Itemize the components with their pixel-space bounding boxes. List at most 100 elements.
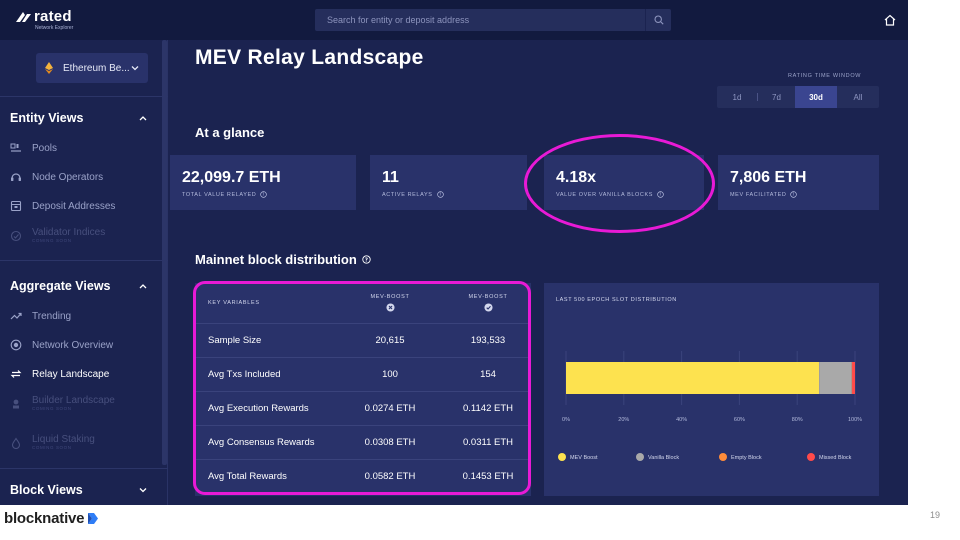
header-key-variables: KEY VARIABLES — [208, 300, 260, 306]
sidebar-item-deposit-addresses[interactable]: Deposit Addresses — [10, 197, 160, 215]
table-cell: Avg Consensus Rewards — [208, 437, 315, 448]
stat-label-text: ACTIVE RELAYS — [382, 191, 433, 198]
sidebar-item-node-operators[interactable]: Node Operators — [10, 168, 160, 186]
logo-name: rated — [34, 8, 72, 25]
slot-distribution-chart: 0% 20% 40% 60% 80% 100% MEV Boost Vanilla Block… — [558, 351, 862, 461]
stat-label-text: MEV FACILITATED — [730, 191, 787, 198]
sidebar-section-aggregate-views[interactable]: Aggregate Views — [10, 276, 150, 296]
table-cell: 193,533 — [470, 335, 506, 346]
x-tick-label: 20% — [618, 417, 629, 423]
table-cell: 0.1142 ETH — [463, 403, 513, 414]
rating-option-divider — [757, 93, 758, 101]
table-cell: 0.0274 ETH — [364, 403, 416, 414]
sidebar-section-entity-views[interactable]: Entity Views — [10, 108, 150, 128]
sidebar-item-label: Deposit Addresses — [32, 200, 116, 212]
logo-subtitle: Network Explorer — [35, 25, 74, 31]
sidebar-item-label: Validator Indices — [32, 227, 106, 239]
stat-value: 11 — [382, 169, 399, 186]
chevron-up-icon — [139, 116, 147, 121]
legend-label: Missed Block — [819, 455, 852, 461]
stat-label: TOTAL VALUE RELAYED ? — [182, 191, 268, 198]
highlight-rectangle-annotation — [193, 281, 531, 495]
sidebar-item-builder-landscape: Builder Landscape COMING SOON — [10, 395, 160, 413]
x-tick-label: 0% — [562, 417, 570, 423]
coming-soon-badge: COMING SOON — [32, 405, 72, 411]
stat-value: 22,099.7 ETH — [182, 169, 281, 186]
table-cell: 0.0308 ETH — [364, 437, 416, 448]
slot-distribution-chart-panel: LAST 500 EPOCH SLOT DISTRIBUTION 0% 20% 40… — [544, 283, 879, 496]
svg-text:?: ? — [263, 192, 266, 197]
home-button[interactable] — [880, 10, 900, 30]
page-number: 19 — [930, 510, 941, 520]
deposit-addresses-icon — [10, 200, 22, 212]
rated-logo-icon — [16, 12, 31, 22]
sidebar-divider — [0, 468, 168, 469]
sidebar-item-validator-indices: Validator Indices COMING SOON — [10, 227, 160, 245]
x-circle-icon — [385, 303, 395, 312]
block-distribution-title: Mainnet block distribution — [195, 252, 357, 267]
rating-option-7d[interactable]: 7d — [772, 92, 781, 102]
sidebar-item-label: Node Operators — [32, 171, 104, 183]
sidebar-item-network-overview[interactable]: Network Overview — [10, 336, 160, 354]
highlight-ellipse-annotation — [524, 134, 715, 233]
svg-text:?: ? — [439, 192, 442, 197]
x-tick-label: 80% — [792, 417, 803, 423]
at-a-glance-heading: At a glance — [195, 125, 265, 140]
home-icon — [884, 14, 896, 26]
block-distribution-heading: Mainnet block distribution ? — [195, 252, 371, 267]
table-cell: 0.1453 ETH — [462, 471, 514, 482]
bar-segment-vanilla-block — [819, 362, 852, 394]
sidebar-item-trending[interactable]: Trending — [10, 307, 160, 325]
table-cell: 20,615 — [375, 335, 405, 346]
svg-text:?: ? — [365, 257, 368, 263]
chart-title: LAST 500 EPOCH SLOT DISTRIBUTION — [556, 297, 677, 303]
sidebar-divider — [0, 260, 168, 261]
help-icon[interactable]: ? — [436, 191, 444, 198]
sidebar-divider — [0, 96, 168, 97]
rating-option-all[interactable]: All — [853, 92, 863, 102]
sidebar-section-title: Entity Views — [10, 111, 84, 125]
sidebar-item-liquid-staking: Liquid Staking COMING SOON — [10, 434, 160, 452]
pools-icon — [10, 143, 21, 152]
header-mev-boost-on: MEV-BOOST — [468, 294, 508, 300]
x-tick-label: 40% — [676, 417, 687, 423]
help-icon[interactable]: ? — [260, 191, 268, 198]
sidebar-item-label: Network Overview — [32, 339, 114, 351]
key-variables-table: KEY VARIABLES MEV-BOOST MEV-BOOST — [195, 283, 531, 496]
table-cell: 0.0311 ETH — [463, 437, 513, 448]
table-header-cell: MEV-BOOST — [355, 283, 425, 323]
help-icon[interactable]: ? — [362, 255, 371, 264]
legend-swatch — [636, 453, 644, 461]
table-cell: Sample Size — [208, 335, 262, 346]
sidebar-item-pools[interactable]: Pools — [10, 139, 160, 157]
sidebar-section-block-views[interactable]: Block Views — [10, 480, 150, 500]
table-row: Avg Txs Included 100 154 — [195, 357, 531, 391]
validator-indices-icon — [10, 230, 22, 242]
sidebar-item-label: Trending — [32, 310, 72, 322]
table-header-cell: KEY VARIABLES — [208, 283, 260, 323]
table-row: Avg Execution Rewards 0.0274 ETH 0.1142 … — [195, 391, 531, 425]
page-title: MEV Relay Landscape — [195, 46, 424, 69]
search-button[interactable] — [645, 9, 671, 31]
chevron-down-icon — [139, 488, 147, 493]
sidebar-item-relay-landscape[interactable]: Relay Landscape — [10, 365, 160, 383]
x-tick-label: 60% — [734, 417, 745, 423]
table-cell: 100 — [382, 369, 398, 380]
top-bar: rated Network Explorer — [0, 0, 908, 40]
sidebar-scrollbar[interactable] — [162, 40, 167, 465]
x-tick-label: 100% — [848, 417, 862, 423]
search-input[interactable] — [315, 9, 645, 31]
legend-swatch — [558, 453, 566, 461]
table-cell: Avg Total Rewards — [208, 471, 287, 482]
help-icon[interactable]: ? — [790, 191, 798, 198]
brand-name: blocknative — [4, 510, 85, 527]
search-bar — [315, 9, 671, 31]
table-header-cell: MEV-BOOST — [453, 283, 523, 323]
stat-card-active-relays: 11 ACTIVE RELAYS ? — [370, 155, 527, 210]
rating-option-30d[interactable]: 30d — [795, 86, 837, 108]
relay-landscape-icon — [10, 370, 22, 378]
svg-text:?: ? — [793, 192, 796, 197]
rating-option-1d[interactable]: 1d — [732, 92, 742, 102]
table-row: Avg Consensus Rewards 0.0308 ETH 0.0311 … — [195, 425, 531, 459]
chain-selector[interactable]: Ethereum Be... — [36, 53, 148, 83]
